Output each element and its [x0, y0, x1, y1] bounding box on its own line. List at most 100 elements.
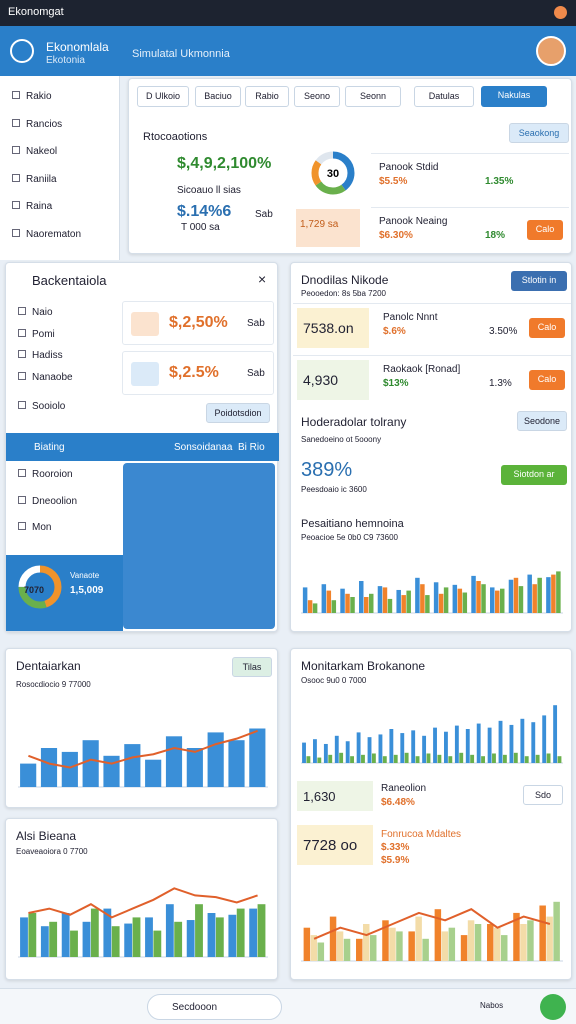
bar [422, 938, 429, 961]
bar [70, 930, 78, 957]
bar [476, 723, 481, 763]
panel-subtitle: Osooc 9u0 0 7000 [301, 676, 367, 685]
sidebar-icon [12, 228, 20, 237]
bar [546, 577, 551, 613]
bar [551, 574, 556, 613]
tab[interactable]: Nakulas [481, 86, 547, 107]
left-title: Backentaiola [32, 273, 107, 288]
bar [441, 931, 449, 961]
bar [367, 737, 372, 763]
tab[interactable]: Seono [294, 86, 340, 107]
bar [520, 924, 527, 961]
bar [415, 577, 420, 613]
bar [396, 589, 401, 613]
active-middle: Sonsoidanaa [174, 442, 233, 453]
bar [531, 722, 536, 763]
bar [303, 927, 311, 961]
bar [40, 748, 58, 787]
map[interactable] [123, 463, 275, 629]
sidebar-item[interactable]: Naorematon [12, 228, 81, 240]
sidebar-icon [12, 91, 20, 99]
bar [400, 733, 405, 763]
status-title: Ekonomgat [8, 6, 64, 18]
bar [553, 705, 558, 763]
left-button[interactable]: Poidotsdion [206, 403, 270, 423]
fab[interactable] [540, 994, 566, 1020]
bar [387, 598, 393, 613]
bar [556, 571, 561, 613]
list-label: Sooiolo [32, 401, 66, 412]
bar [186, 920, 195, 957]
bar [207, 732, 224, 787]
tab[interactable]: D Ulkoio [137, 86, 189, 107]
bar [257, 904, 266, 957]
chart-subtitle: Rosocdiocio 9 77000 [16, 680, 91, 689]
sidebar-item[interactable]: Raina [12, 201, 52, 212]
bar [40, 926, 49, 957]
close[interactable]: × [258, 271, 267, 287]
active-row[interactable]: Biating Sonsoidanaa Bi Rio [6, 433, 279, 461]
bar [438, 593, 444, 613]
search[interactable]: Secdooon [147, 994, 282, 1020]
bar [500, 935, 508, 961]
sidebar-item[interactable]: Rakio [12, 91, 52, 102]
bar [518, 586, 524, 613]
bar [474, 924, 482, 961]
nav-label: Nabos [480, 1001, 504, 1010]
list-item: Hadiss [18, 350, 63, 361]
tag: 1,729 sa [296, 209, 360, 247]
donut-segment [311, 151, 355, 195]
bar [378, 734, 383, 763]
card-icon [131, 362, 159, 386]
metric-button[interactable]: Siotdon ar [501, 465, 567, 485]
tab[interactable]: Datulas [414, 86, 474, 107]
tab[interactable]: Seonn [345, 86, 401, 107]
chart-title: Pesaitiano hemnoina [301, 518, 404, 530]
list-icon [18, 495, 26, 504]
tab[interactable]: Baciuo [195, 86, 241, 107]
bar [470, 754, 475, 763]
sidebar-item[interactable]: Nakeol [12, 146, 57, 157]
row-button[interactable]: Calo [529, 370, 565, 390]
donut-segment [18, 565, 62, 609]
bar [444, 731, 448, 763]
list-icon [18, 328, 26, 337]
bar [434, 909, 442, 961]
bar [448, 927, 456, 961]
bar [539, 905, 546, 961]
tab[interactable]: Rabio [245, 86, 289, 107]
right-panel: Dnodilas Nikode Peooedon: 8s 5ba 7200 St… [290, 262, 572, 632]
row-button[interactable]: Calo [529, 318, 565, 338]
bar [313, 739, 317, 763]
bar [145, 917, 153, 957]
sidebar-item[interactable]: Raniila [12, 173, 57, 185]
avatar[interactable] [536, 36, 566, 66]
card-icon [131, 312, 159, 336]
chart-button[interactable]: Tilas [232, 657, 272, 677]
card-button[interactable]: Sdo [523, 785, 563, 805]
bar [490, 587, 495, 613]
bar [340, 588, 345, 613]
bar [389, 927, 396, 961]
sidebar-item[interactable]: Rancios [12, 118, 62, 130]
bar [481, 584, 486, 613]
card-value: 7728 oo [297, 825, 373, 865]
row-value: 4,930 [297, 360, 369, 400]
right-button[interactable]: Stlotin in [511, 271, 567, 291]
bar [406, 590, 411, 613]
section-button[interactable]: Seodone [517, 411, 567, 431]
bar [302, 742, 306, 763]
bar [420, 584, 425, 613]
logo[interactable] [10, 39, 34, 63]
sidebar-icon [12, 118, 20, 127]
list-icon [18, 350, 26, 358]
donut-segment [311, 151, 355, 195]
row-button[interactable]: Calo [527, 220, 563, 240]
bar [443, 587, 449, 613]
bar [215, 917, 224, 957]
menu[interactable]: Simulatal Ukmonnia [132, 48, 230, 60]
overview-button[interactable]: Seaokong [509, 123, 569, 143]
bar [328, 754, 333, 763]
bar [481, 756, 485, 763]
chart-subtitle: Peoacioe 5e 0b0 C9 73600 [301, 533, 398, 542]
